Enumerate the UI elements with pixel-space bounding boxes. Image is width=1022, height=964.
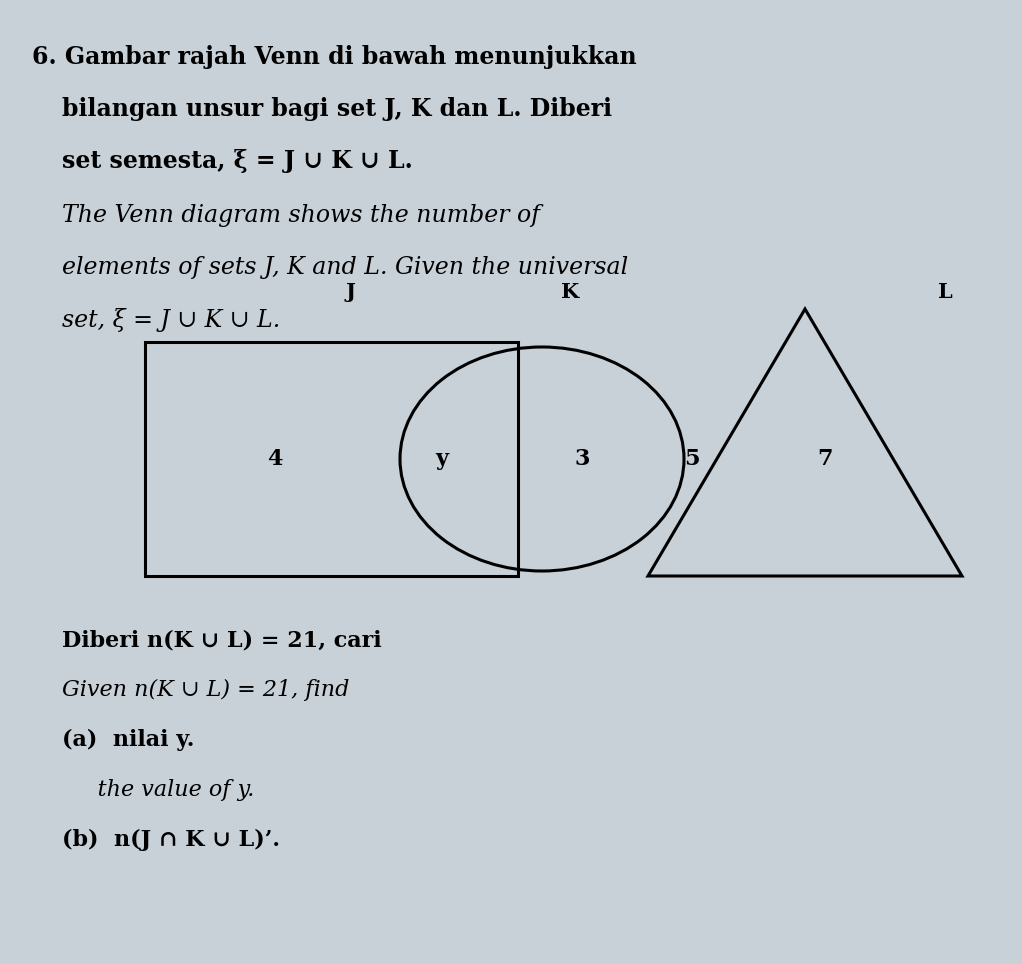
Text: 4: 4 xyxy=(268,448,283,470)
Text: 7: 7 xyxy=(818,448,833,470)
Text: L: L xyxy=(937,282,953,302)
Text: 6. Gambar rajah Venn di bawah menunjukkan: 6. Gambar rajah Venn di bawah menunjukka… xyxy=(32,45,637,69)
Text: y: y xyxy=(435,448,449,470)
Text: set, ξ = J ∪ K ∪ L.: set, ξ = J ∪ K ∪ L. xyxy=(62,308,280,332)
Text: 5: 5 xyxy=(685,448,700,470)
Text: K: K xyxy=(561,282,579,302)
Text: The Venn diagram shows the number of: The Venn diagram shows the number of xyxy=(62,203,540,227)
Text: (a)  nilai y.: (a) nilai y. xyxy=(62,729,194,751)
Text: elements of sets J, K and L. Given the universal: elements of sets J, K and L. Given the u… xyxy=(62,255,629,279)
Text: J: J xyxy=(345,282,355,302)
Text: (b)  n(J ∩ K ∪ L)’.: (b) n(J ∩ K ∪ L)’. xyxy=(62,829,280,851)
Text: 3: 3 xyxy=(574,448,590,470)
Text: bilangan unsur bagi set J, K dan L. Diberi: bilangan unsur bagi set J, K dan L. Dibe… xyxy=(62,97,612,121)
Text: Diberi n(K ∪ L) = 21, cari: Diberi n(K ∪ L) = 21, cari xyxy=(62,629,381,651)
Text: set semesta, ξ = J ∪ K ∪ L.: set semesta, ξ = J ∪ K ∪ L. xyxy=(62,149,413,173)
Text: Given n(K ∪ L) = 21, find: Given n(K ∪ L) = 21, find xyxy=(62,679,350,701)
Text: the value of y.: the value of y. xyxy=(62,779,254,801)
Bar xyxy=(145,342,518,576)
